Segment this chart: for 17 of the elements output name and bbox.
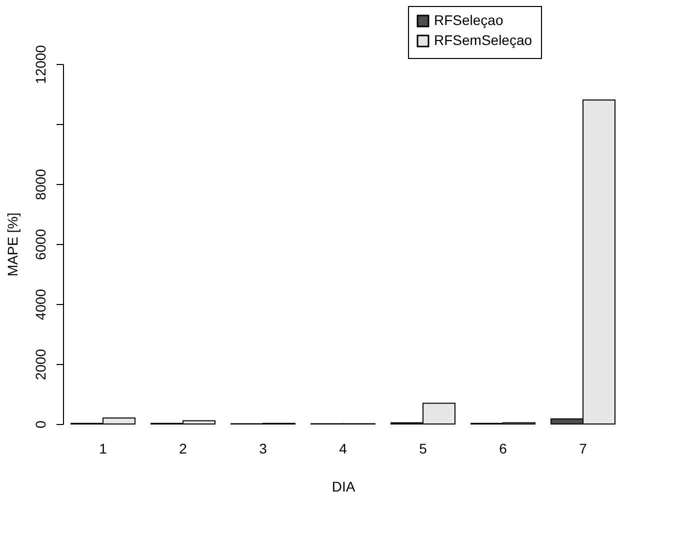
x-tick-label: 1 [99,440,108,456]
y-tick-label: 6000 [32,228,48,260]
y-tick-label: 8000 [32,168,48,200]
y-tick-label: 0 [32,420,48,428]
x-tick-label: 7 [579,440,588,456]
y-tick-label: 4000 [32,288,48,320]
y-tick-label: 2000 [32,348,48,380]
y-axis-title: MAPE [%] [4,212,20,276]
y-tick-label: 12000 [32,44,48,84]
x-tick-label: 2 [179,440,188,456]
x-tick-label: 6 [499,440,508,456]
x-tick-label: 5 [419,440,428,456]
x-tick-label: 4 [339,440,348,456]
legend-label: RFSemSeleçao [434,32,532,48]
x-tick-label: 3 [259,440,268,456]
x-axis-title: DIA [332,478,356,494]
legend-label: RFSeleçao [434,12,504,28]
